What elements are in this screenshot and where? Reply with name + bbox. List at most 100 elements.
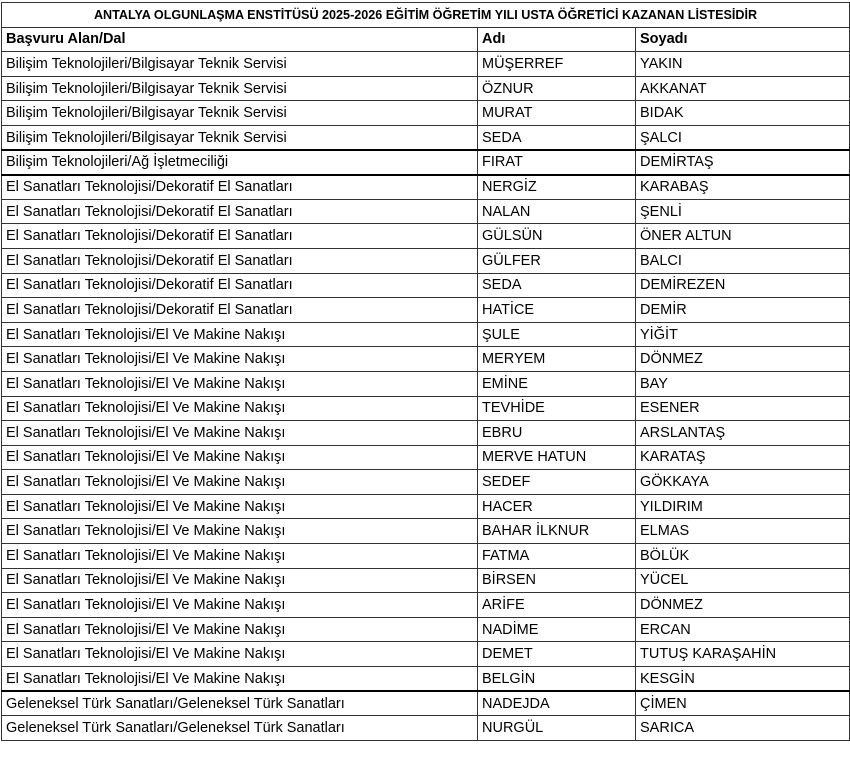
- surname-cell: KARATAŞ: [634, 444, 850, 471]
- surname-cell: BIDAK: [634, 100, 850, 126]
- name-cell: ÖZNUR: [477, 75, 636, 102]
- surname-cell: SARICA: [634, 715, 850, 741]
- header-cell: Adı: [477, 26, 636, 53]
- field-cell: Bilişim Teknolojileri/Bilgisayar Teknik …: [1, 100, 478, 126]
- surname-cell: BÖLÜK: [634, 543, 850, 569]
- data-row: El Sanatları Teknolojisi/Dekoratif El Sa…: [1, 173, 850, 200]
- name-cell: HATİCE: [477, 297, 636, 323]
- field-cell: El Sanatları Teknolojisi/El Ve Makine Na…: [1, 444, 478, 471]
- name-cell: TEVHİDE: [477, 395, 636, 422]
- surname-cell: DÖNMEZ: [634, 592, 850, 618]
- field-cell: El Sanatları Teknolojisi/El Ve Makine Na…: [1, 616, 478, 643]
- field-cell: El Sanatları Teknolojisi/Dekoratif El Sa…: [1, 272, 478, 299]
- surname-cell: DEMİREZEN: [634, 272, 850, 299]
- winners-table: ANTALYA OLGUNLAŞMA ENSTİTÜSÜ 2025-2026 E…: [0, 2, 850, 741]
- table-title: ANTALYA OLGUNLAŞMA ENSTİTÜSÜ 2025-2026 E…: [0, 2, 850, 28]
- name-cell: BELGİN: [477, 666, 636, 692]
- data-row: El Sanatları Teknolojisi/El Ve Makine Na…: [1, 567, 850, 594]
- data-row: El Sanatları Teknolojisi/El Ve Makine Na…: [1, 592, 850, 618]
- data-row: Bilişim Teknolojileri/Bilgisayar Teknik …: [1, 124, 850, 151]
- title-row: ANTALYA OLGUNLAŞMA ENSTİTÜSÜ 2025-2026 E…: [0, 2, 850, 28]
- surname-cell: KESGİN: [634, 666, 850, 692]
- name-cell: NADİME: [477, 616, 636, 643]
- surname-cell: YİĞİT: [634, 321, 850, 348]
- name-cell: FIRAT: [477, 149, 636, 176]
- surname-cell: GÖKKAYA: [634, 469, 850, 495]
- name-cell: DEMET: [477, 641, 636, 668]
- surname-cell: ARSLANTAŞ: [634, 420, 850, 446]
- data-row: Bilişim Teknolojileri/Ağ İşletmeciliği FI…: [1, 149, 850, 176]
- surname-cell: TUTUŞ KARAŞAHİN: [634, 641, 850, 668]
- surname-cell: ELMAS: [634, 518, 850, 545]
- data-row: El Sanatları Teknolojisi/El Ve Makine Na…: [1, 666, 850, 692]
- name-cell: SEDA: [477, 272, 636, 299]
- field-cell: Bilişim Teknolojileri/Bilgisayar Teknik …: [1, 51, 478, 77]
- surname-cell: AKKANAT: [634, 75, 850, 102]
- field-cell: El Sanatları Teknolojisi/El Ve Makine Na…: [1, 321, 478, 348]
- name-cell: GÜLFER: [477, 247, 636, 274]
- name-cell: ARİFE: [477, 592, 636, 618]
- data-row: El Sanatları Teknolojisi/El Ve Makine Na…: [1, 518, 850, 545]
- field-cell: El Sanatları Teknolojisi/El Ve Makine Na…: [1, 518, 478, 545]
- name-cell: BAHAR İLKNUR: [477, 518, 636, 545]
- data-row: El Sanatları Teknolojisi/Dekoratif El Sa…: [1, 247, 850, 274]
- field-cell: Bilişim Teknolojileri/Bilgisayar Teknik …: [1, 124, 478, 151]
- surname-cell: YAKIN: [634, 51, 850, 77]
- field-cell: Bilişim Teknolojileri/Ağ İşletmeciliği: [1, 149, 478, 176]
- data-row: El Sanatları Teknolojisi/El Ve Makine Na…: [1, 543, 850, 569]
- surname-cell: DEMİR: [634, 297, 850, 323]
- name-cell: EBRU: [477, 420, 636, 446]
- data-row: Geleneksel Türk Sanatları/Geleneksel Tür…: [1, 690, 850, 717]
- data-row: Bilişim Teknolojileri/Bilgisayar Teknik …: [1, 75, 850, 102]
- header-cell: Başvuru Alan/Dal: [1, 26, 478, 53]
- data-row: Geleneksel Türk Sanatları/Geleneksel Tür…: [1, 715, 850, 741]
- field-cell: El Sanatları Teknolojisi/El Ve Makine Na…: [1, 420, 478, 446]
- surname-cell: ERCAN: [634, 616, 850, 643]
- surname-cell: BAY: [634, 370, 850, 397]
- name-cell: GÜLSÜN: [477, 223, 636, 249]
- data-row: El Sanatları Teknolojisi/Dekoratif El Sa…: [1, 198, 850, 225]
- field-cell: El Sanatları Teknolojisi/El Ve Makine Na…: [1, 493, 478, 520]
- field-cell: El Sanatları Teknolojisi/Dekoratif El Sa…: [1, 173, 478, 200]
- surname-cell: KARABAŞ: [634, 173, 850, 200]
- surname-cell: YÜCEL: [634, 567, 850, 594]
- name-cell: NERGİZ: [477, 173, 636, 200]
- field-cell: El Sanatları Teknolojisi/El Ve Makine Na…: [1, 567, 478, 594]
- surname-cell: ÖNER ALTUN: [634, 223, 850, 249]
- name-cell: EMİNE: [477, 370, 636, 397]
- data-row: El Sanatları Teknolojisi/Dekoratif El Sa…: [1, 223, 850, 249]
- surname-cell: ŞENLİ: [634, 198, 850, 225]
- field-cell: Geleneksel Türk Sanatları/Geleneksel Tür…: [1, 715, 478, 741]
- field-cell: El Sanatları Teknolojisi/El Ve Makine Na…: [1, 666, 478, 692]
- name-cell: NADEJDA: [477, 690, 636, 717]
- name-cell: NALAN: [477, 198, 636, 225]
- name-cell: FATMA: [477, 543, 636, 569]
- header-cell: Soyadı: [634, 26, 850, 53]
- data-row: El Sanatları Teknolojisi/El Ve Makine Na…: [1, 321, 850, 348]
- field-cell: El Sanatları Teknolojisi/Dekoratif El Sa…: [1, 223, 478, 249]
- field-cell: El Sanatları Teknolojisi/Dekoratif El Sa…: [1, 247, 478, 274]
- field-cell: Geleneksel Türk Sanatları/Geleneksel Tür…: [1, 690, 478, 717]
- surname-cell: ŞALCI: [634, 124, 850, 151]
- name-cell: BİRSEN: [477, 567, 636, 594]
- data-row: El Sanatları Teknolojisi/El Ve Makine Na…: [1, 395, 850, 422]
- field-cell: Bilişim Teknolojileri/Bilgisayar Teknik …: [1, 75, 478, 102]
- field-cell: El Sanatları Teknolojisi/Dekoratif El Sa…: [1, 297, 478, 323]
- data-row: El Sanatları Teknolojisi/El Ve Makine Na…: [1, 346, 850, 372]
- surname-cell: ÇİMEN: [634, 690, 850, 717]
- field-cell: El Sanatları Teknolojisi/El Ve Makine Na…: [1, 395, 478, 422]
- field-cell: El Sanatları Teknolojisi/El Ve Makine Na…: [1, 346, 478, 372]
- name-cell: SEDEF: [477, 469, 636, 495]
- surname-cell: DÖNMEZ: [634, 346, 850, 372]
- data-row: El Sanatları Teknolojisi/El Ve Makine Na…: [1, 420, 850, 446]
- field-cell: El Sanatları Teknolojisi/El Ve Makine Na…: [1, 469, 478, 495]
- table-body: ANTALYA OLGUNLAŞMA ENSTİTÜSÜ 2025-2026 E…: [0, 2, 850, 741]
- data-row: El Sanatları Teknolojisi/El Ve Makine Na…: [1, 469, 850, 495]
- field-cell: El Sanatları Teknolojisi/El Ve Makine Na…: [1, 370, 478, 397]
- data-row: El Sanatları Teknolojisi/Dekoratif El Sa…: [1, 297, 850, 323]
- field-cell: El Sanatları Teknolojisi/El Ve Makine Na…: [1, 641, 478, 668]
- header-row: Başvuru Alan/Dal Adı Soyadı: [1, 26, 850, 53]
- name-cell: MERVE HATUN: [477, 444, 636, 471]
- data-row: Bilişim Teknolojileri/Bilgisayar Teknik …: [1, 51, 850, 77]
